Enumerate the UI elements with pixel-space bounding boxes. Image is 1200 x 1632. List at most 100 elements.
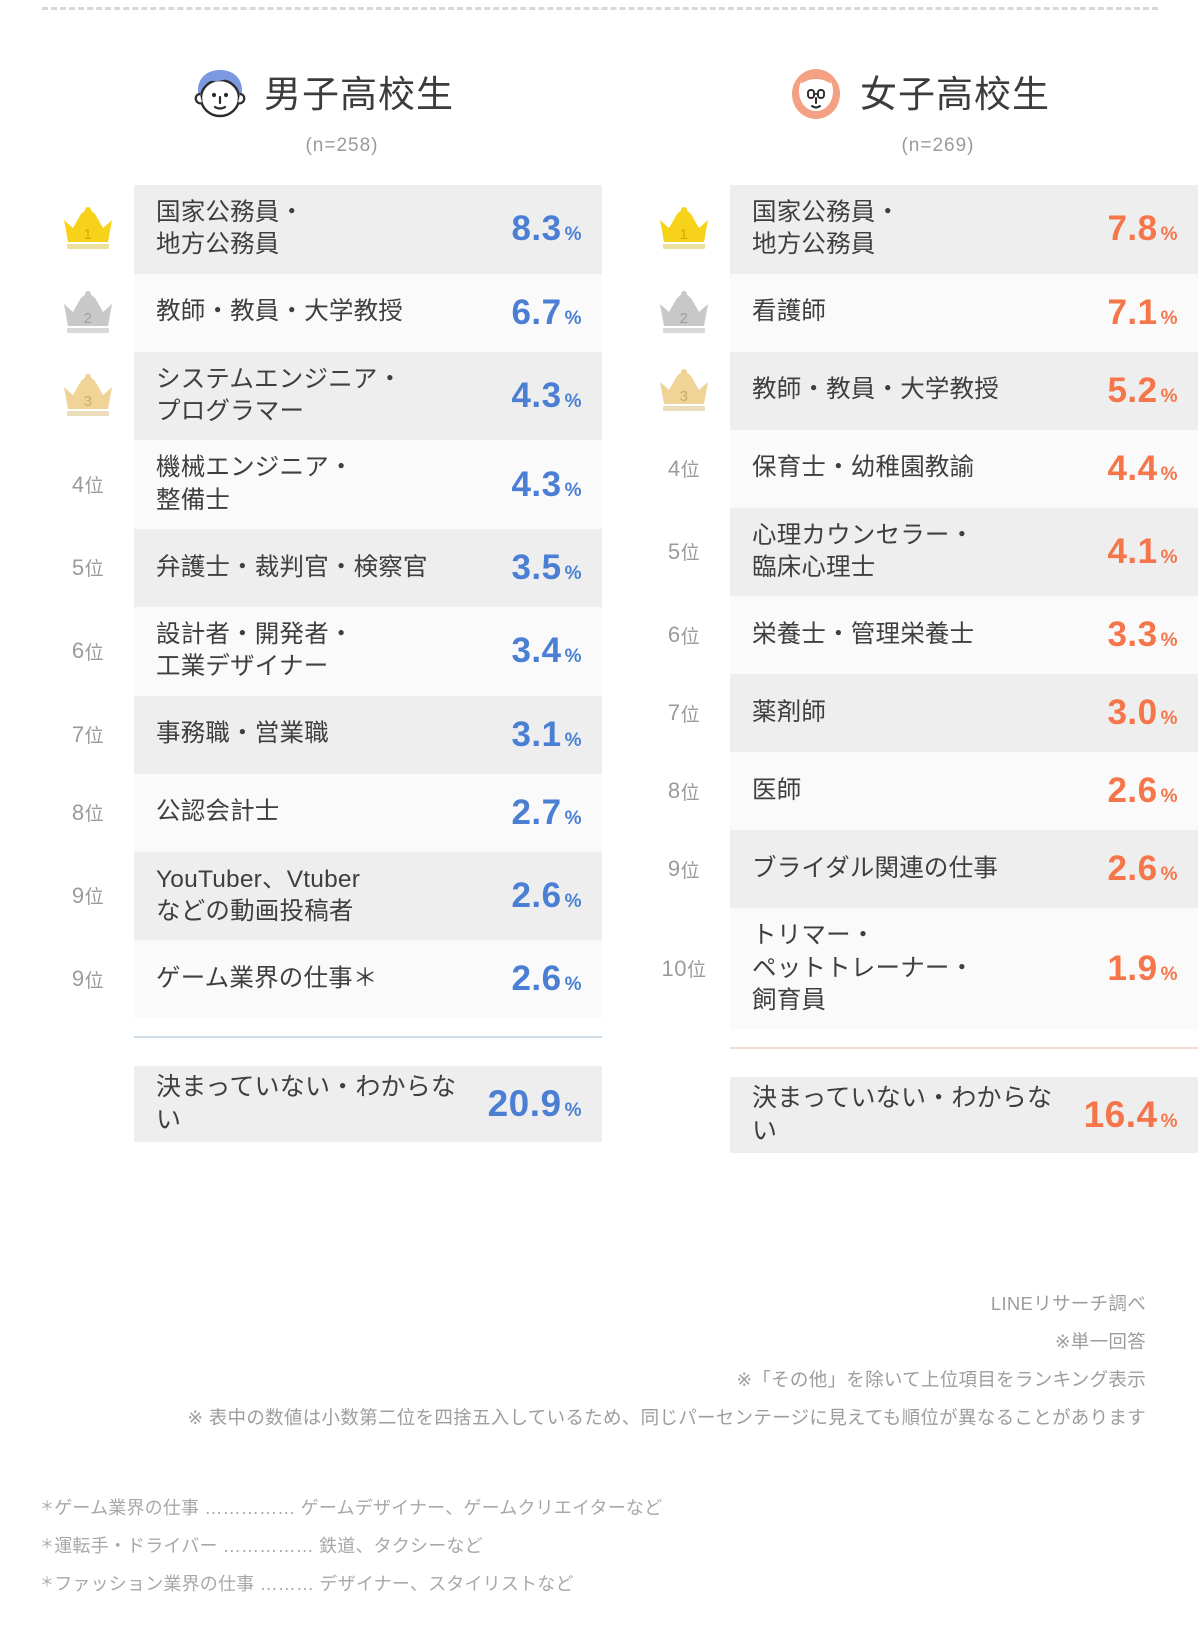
male-undecided-label: 決まっていない・わからない [156, 1073, 457, 1135]
male-undecided-value: 20.9 % [478, 1083, 582, 1125]
percentage-value: 3.5% [511, 547, 582, 587]
percentage-value: 4.3% [511, 464, 582, 504]
table-row: 10 位 トリマー・ ペットトレーナー・ 飼育員 1.9% [638, 908, 1198, 1030]
row-body: 公認会計士 2.7% [134, 773, 602, 852]
occupation-label: 保育士・幼稚園教諭 [752, 454, 975, 482]
row-body: YouTuber、Vtuber などの動画投稿者 2.6% [134, 851, 602, 941]
percentage-value: 2.6% [1107, 771, 1178, 811]
percentage-value: 3.4% [511, 631, 582, 671]
row-body: 設計者・開発者・ 工業デザイナー 3.4% [134, 606, 602, 696]
row-body: 薬剤師 3.0% [730, 674, 1198, 753]
male-column: 男子高校生 (n=258) 1 国家公務員・ 地方公務員 8.3% 2 教師・教員・大学教… [42, 55, 602, 1153]
percentage-value: 7.8% [1107, 209, 1178, 249]
top-dashed-divider [42, 7, 1158, 10]
female-undecided-percent-sign: % [1160, 1111, 1178, 1133]
table-row: 3 システムエンジニア・ プログラマー 4.3% [42, 351, 602, 441]
female-undecided-row: 決まっていない・わからない 16.4 % [730, 1077, 1198, 1154]
female-rank-list: 1 国家公務員・ 地方公務員 7.8% 2 看護師 7.1% 3 教師・教員・大学教授 5.2% 4… [638, 185, 1198, 1030]
row-body: 心理カウンセラー・ 臨床心理士 4.1% [730, 507, 1198, 597]
table-row: 3 教師・教員・大学教授 5.2% [638, 351, 1198, 430]
occupation-label: 公認会計士 [156, 798, 280, 826]
svg-text:3: 3 [84, 393, 93, 410]
footnote-legend-line: ＊ファッション業界の仕事 ……… デザイナー、スタイリストなど [40, 1573, 574, 1594]
row-body: 弁護士・裁判官・検察官 3.5% [134, 528, 602, 607]
female-undecided-value: 16.4 % [1074, 1094, 1178, 1136]
rank-label: 10 位 [661, 955, 707, 982]
occupation-label: 栄養士・管理栄養士 [752, 621, 975, 649]
percentage-value: 4.3% [511, 375, 582, 415]
occupation-label: 機械エンジニア・ 整備士 [156, 454, 354, 514]
row-body: 医師 2.6% [730, 752, 1198, 831]
survey-note-line: LINEリサーチ調べ [990, 1293, 1146, 1314]
occupation-label: 薬剤師 [752, 699, 827, 727]
rank-crown-silver-icon: 2 [42, 274, 134, 352]
rank-crown-gold-icon: 1 [42, 185, 134, 274]
table-row: 5 位 心理カウンセラー・ 臨床心理士 4.1% [638, 507, 1198, 597]
survey-notes: LINEリサーチ調べ ※単一回答 ※「その他」を除いて上位項目をランキング表示 ※ 表… [188, 1285, 1146, 1437]
occupation-label: ブライダル関連の仕事 [752, 855, 999, 883]
row-body: 機械エンジニア・ 整備士 4.3% [134, 440, 602, 529]
footnote-legend-line: ＊運転手・ドライバー …………… 鉄道、タクシーなど [40, 1535, 483, 1556]
female-sample-size: (n=269) [901, 135, 975, 156]
row-body: ブライダル関連の仕事 2.6% [730, 830, 1198, 909]
occupation-label: 国家公務員・ 地方公務員 [752, 199, 901, 259]
percentage-value: 2.7% [511, 792, 582, 832]
male-header: 男子高校生 [42, 55, 602, 133]
table-row: 6 位 設計者・開発者・ 工業デザイナー 3.4% [42, 606, 602, 696]
table-row: 2 教師・教員・大学教授 6.7% [42, 273, 602, 352]
female-student-avatar-icon [786, 64, 846, 124]
occupation-label: システムエンジニア・ プログラマー [156, 365, 403, 425]
female-undecided-number: 16.4 [1083, 1094, 1158, 1136]
row-body: 教師・教員・大学教授 6.7% [134, 273, 602, 352]
male-undecided-row: 決まっていない・わからない 20.9 % [134, 1066, 602, 1143]
percentage-value: 5.2% [1107, 370, 1178, 410]
percentage-value: 1.9% [1107, 948, 1178, 988]
row-body: 国家公務員・ 地方公務員 7.8% [730, 185, 1198, 274]
occupation-label: 教師・教員・大学教授 [752, 376, 999, 404]
female-undecided-label: 決まっていない・わからない [752, 1084, 1053, 1146]
percentage-value: 2.6% [1107, 849, 1178, 889]
survey-note-line: ※単一回答 [1054, 1330, 1146, 1352]
ranking-columns: 男子高校生 (n=258) 1 国家公務員・ 地方公務員 8.3% 2 教師・教員・大学教… [0, 55, 1200, 1154]
male-student-avatar-icon [190, 64, 250, 124]
survey-note-line: ※「その他」を除いて上位項目をランキング表示 [736, 1368, 1146, 1390]
row-body: 看護師 7.1% [730, 273, 1198, 352]
male-undecided-number: 20.9 [487, 1083, 562, 1125]
occupation-label: 医師 [752, 777, 802, 805]
rank-crown-gold-icon: 1 [638, 185, 730, 274]
table-row: 9 位 YouTuber、Vtuber などの動画投稿者 2.6% [42, 851, 602, 941]
svg-text:1: 1 [84, 226, 93, 243]
svg-text:2: 2 [680, 310, 689, 327]
occupation-label: 国家公務員・ 地方公務員 [156, 199, 305, 259]
table-row: 4 位 保育士・幼稚園教諭 4.4% [638, 429, 1198, 508]
female-divider [730, 1047, 1198, 1050]
row-body: 教師・教員・大学教授 5.2% [730, 351, 1198, 430]
percentage-value: 8.3% [511, 209, 582, 249]
table-row: 5 位 弁護士・裁判官・検察官 3.5% [42, 528, 602, 607]
percentage-value: 3.0% [1107, 693, 1178, 733]
occupation-label: 心理カウンセラー・ 臨床心理士 [752, 521, 975, 581]
row-body: トリマー・ ペットトレーナー・ 飼育員 1.9% [730, 908, 1198, 1030]
occupation-label: 事務職・営業職 [156, 720, 329, 748]
table-row: 4 位 機械エンジニア・ 整備士 4.3% [42, 440, 602, 529]
occupation-label: 教師・教員・大学教授 [156, 298, 403, 326]
percentage-value: 3.3% [1107, 615, 1178, 655]
female-header: 女子高校生 [638, 55, 1198, 133]
percentage-value: 3.1% [511, 714, 582, 754]
male-rank-list: 1 国家公務員・ 地方公務員 8.3% 2 教師・教員・大学教授 6.7% 3 システムエンジニ… [42, 185, 602, 1019]
survey-note-line: ※ 表中の数値は小数第二位を四捨五入しているため、同じパーセンテージに見えても順… [187, 1406, 1146, 1428]
table-row: 8 位 公認会計士 2.7% [42, 773, 602, 852]
footnote-legend: ＊ゲーム業界の仕事 …………… ゲームデザイナー、ゲームクリエイターなど ＊運転手… [40, 1490, 662, 1603]
table-row: 1 国家公務員・ 地方公務員 8.3% [42, 185, 602, 274]
male-undecided-percent-sign: % [564, 1100, 582, 1122]
